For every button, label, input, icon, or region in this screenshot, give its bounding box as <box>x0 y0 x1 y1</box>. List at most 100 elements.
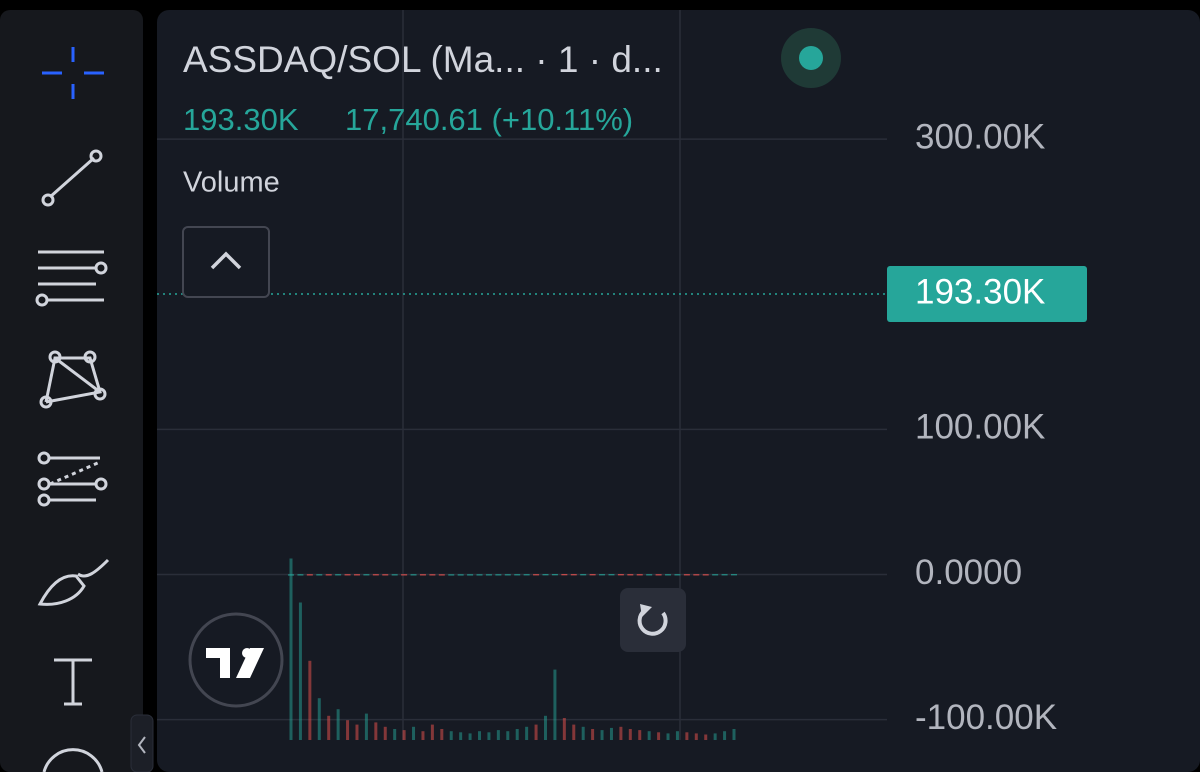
volume-bar <box>581 726 585 740</box>
volume-bar <box>421 731 425 740</box>
toolbar <box>0 10 143 772</box>
y-tick-label: 0.0000 <box>915 553 1022 592</box>
volume-bar <box>543 715 547 740</box>
candle-body <box>410 574 417 576</box>
last-price-label: 193.30K <box>915 272 1045 311</box>
volume-bar <box>364 713 368 740</box>
collapse-toolbar[interactable] <box>130 714 154 772</box>
volume-bar <box>647 731 651 740</box>
volume-bar <box>600 730 604 740</box>
price: 193.30K <box>183 102 299 137</box>
volume-bar <box>449 731 453 740</box>
volume-bar <box>628 729 632 740</box>
candle-body <box>325 574 332 576</box>
volume-bar <box>430 724 434 740</box>
candle-body <box>419 574 426 576</box>
candle-body <box>353 574 360 576</box>
candle-body <box>448 574 455 576</box>
volume-bar <box>619 726 623 740</box>
volume-bar <box>553 669 557 740</box>
candle-body <box>712 574 719 576</box>
candle-body <box>646 574 653 576</box>
volume-bar <box>609 727 613 740</box>
y-tick-label: 300.00K <box>915 117 1045 156</box>
tv-logo[interactable] <box>188 612 284 708</box>
tool-icons[interactable] <box>35 47 110 772</box>
candle-body <box>288 574 294 576</box>
volume-bar <box>694 733 698 740</box>
candle-body <box>297 574 304 576</box>
candle-body <box>438 574 445 576</box>
volume-bar <box>657 732 661 740</box>
volume-bar <box>487 732 491 740</box>
reset-arrow <box>640 604 652 617</box>
status-dot <box>799 46 823 70</box>
candle-body <box>731 574 737 576</box>
collapse-icon <box>137 736 146 754</box>
volume-bar <box>666 733 670 740</box>
change: 17,740.61 (+10.11%) <box>345 102 633 137</box>
candle-body <box>636 574 643 576</box>
candle-body <box>391 574 398 576</box>
plot <box>157 138 887 740</box>
candle-body <box>401 574 408 576</box>
candle-body <box>514 574 521 576</box>
volume-bar <box>478 731 482 740</box>
collapse-legend[interactable] <box>182 226 270 298</box>
candle-body <box>627 574 634 576</box>
volume-bar <box>317 698 321 740</box>
candle-body <box>363 574 370 576</box>
candle-body <box>570 574 577 576</box>
volume-bar <box>355 724 359 740</box>
volume-bar <box>685 732 689 740</box>
candle-body <box>702 574 709 576</box>
volume-bar <box>374 722 378 740</box>
volume-bar <box>572 724 576 740</box>
candle-body <box>382 574 389 576</box>
symbol-title: ASSDAQ/SOL (Ma... · 1 · d... <box>183 39 663 80</box>
candle-body <box>683 574 690 576</box>
candle-body <box>476 574 483 576</box>
candle-body <box>372 574 379 576</box>
volume-bar <box>402 730 406 740</box>
tv-logo-dot <box>242 648 252 658</box>
volume-bar <box>562 718 566 740</box>
candle-body <box>542 574 549 576</box>
candle-body <box>589 574 596 576</box>
y-tick-label: 100.00K <box>915 408 1045 447</box>
volume-bar <box>346 720 350 740</box>
candle-body <box>457 574 464 576</box>
volume-bar <box>515 729 519 740</box>
candle-body <box>523 574 530 576</box>
candle-body <box>504 574 511 576</box>
reset-button[interactable] <box>620 588 686 652</box>
volume-bar <box>468 733 472 740</box>
volume-bar <box>525 726 529 740</box>
candle-body <box>561 574 568 576</box>
study-label: Volume <box>183 167 280 199</box>
volume-bar <box>327 715 331 740</box>
volume-bar <box>534 724 538 740</box>
volume-bar <box>383 726 387 740</box>
candle-body <box>429 574 436 576</box>
candle-body <box>617 574 624 576</box>
candle-body <box>693 574 700 576</box>
volume-bar <box>675 731 679 740</box>
volume-bar <box>298 602 302 740</box>
candle-body <box>599 574 606 576</box>
volume-bar <box>459 732 463 740</box>
volume-bar <box>704 734 708 740</box>
volume-bar <box>723 731 727 740</box>
candle-body <box>316 574 323 576</box>
candle-body <box>608 574 615 576</box>
reset-icon <box>637 609 668 636</box>
candle-body <box>467 574 474 576</box>
candle-body <box>485 574 492 576</box>
candle-body <box>580 574 587 576</box>
last-price-box <box>887 266 1087 323</box>
volume-bar <box>289 558 293 740</box>
volume-bar <box>496 730 500 740</box>
volume-bar <box>638 730 642 740</box>
candle-body <box>335 574 342 576</box>
candle-body <box>495 574 502 576</box>
